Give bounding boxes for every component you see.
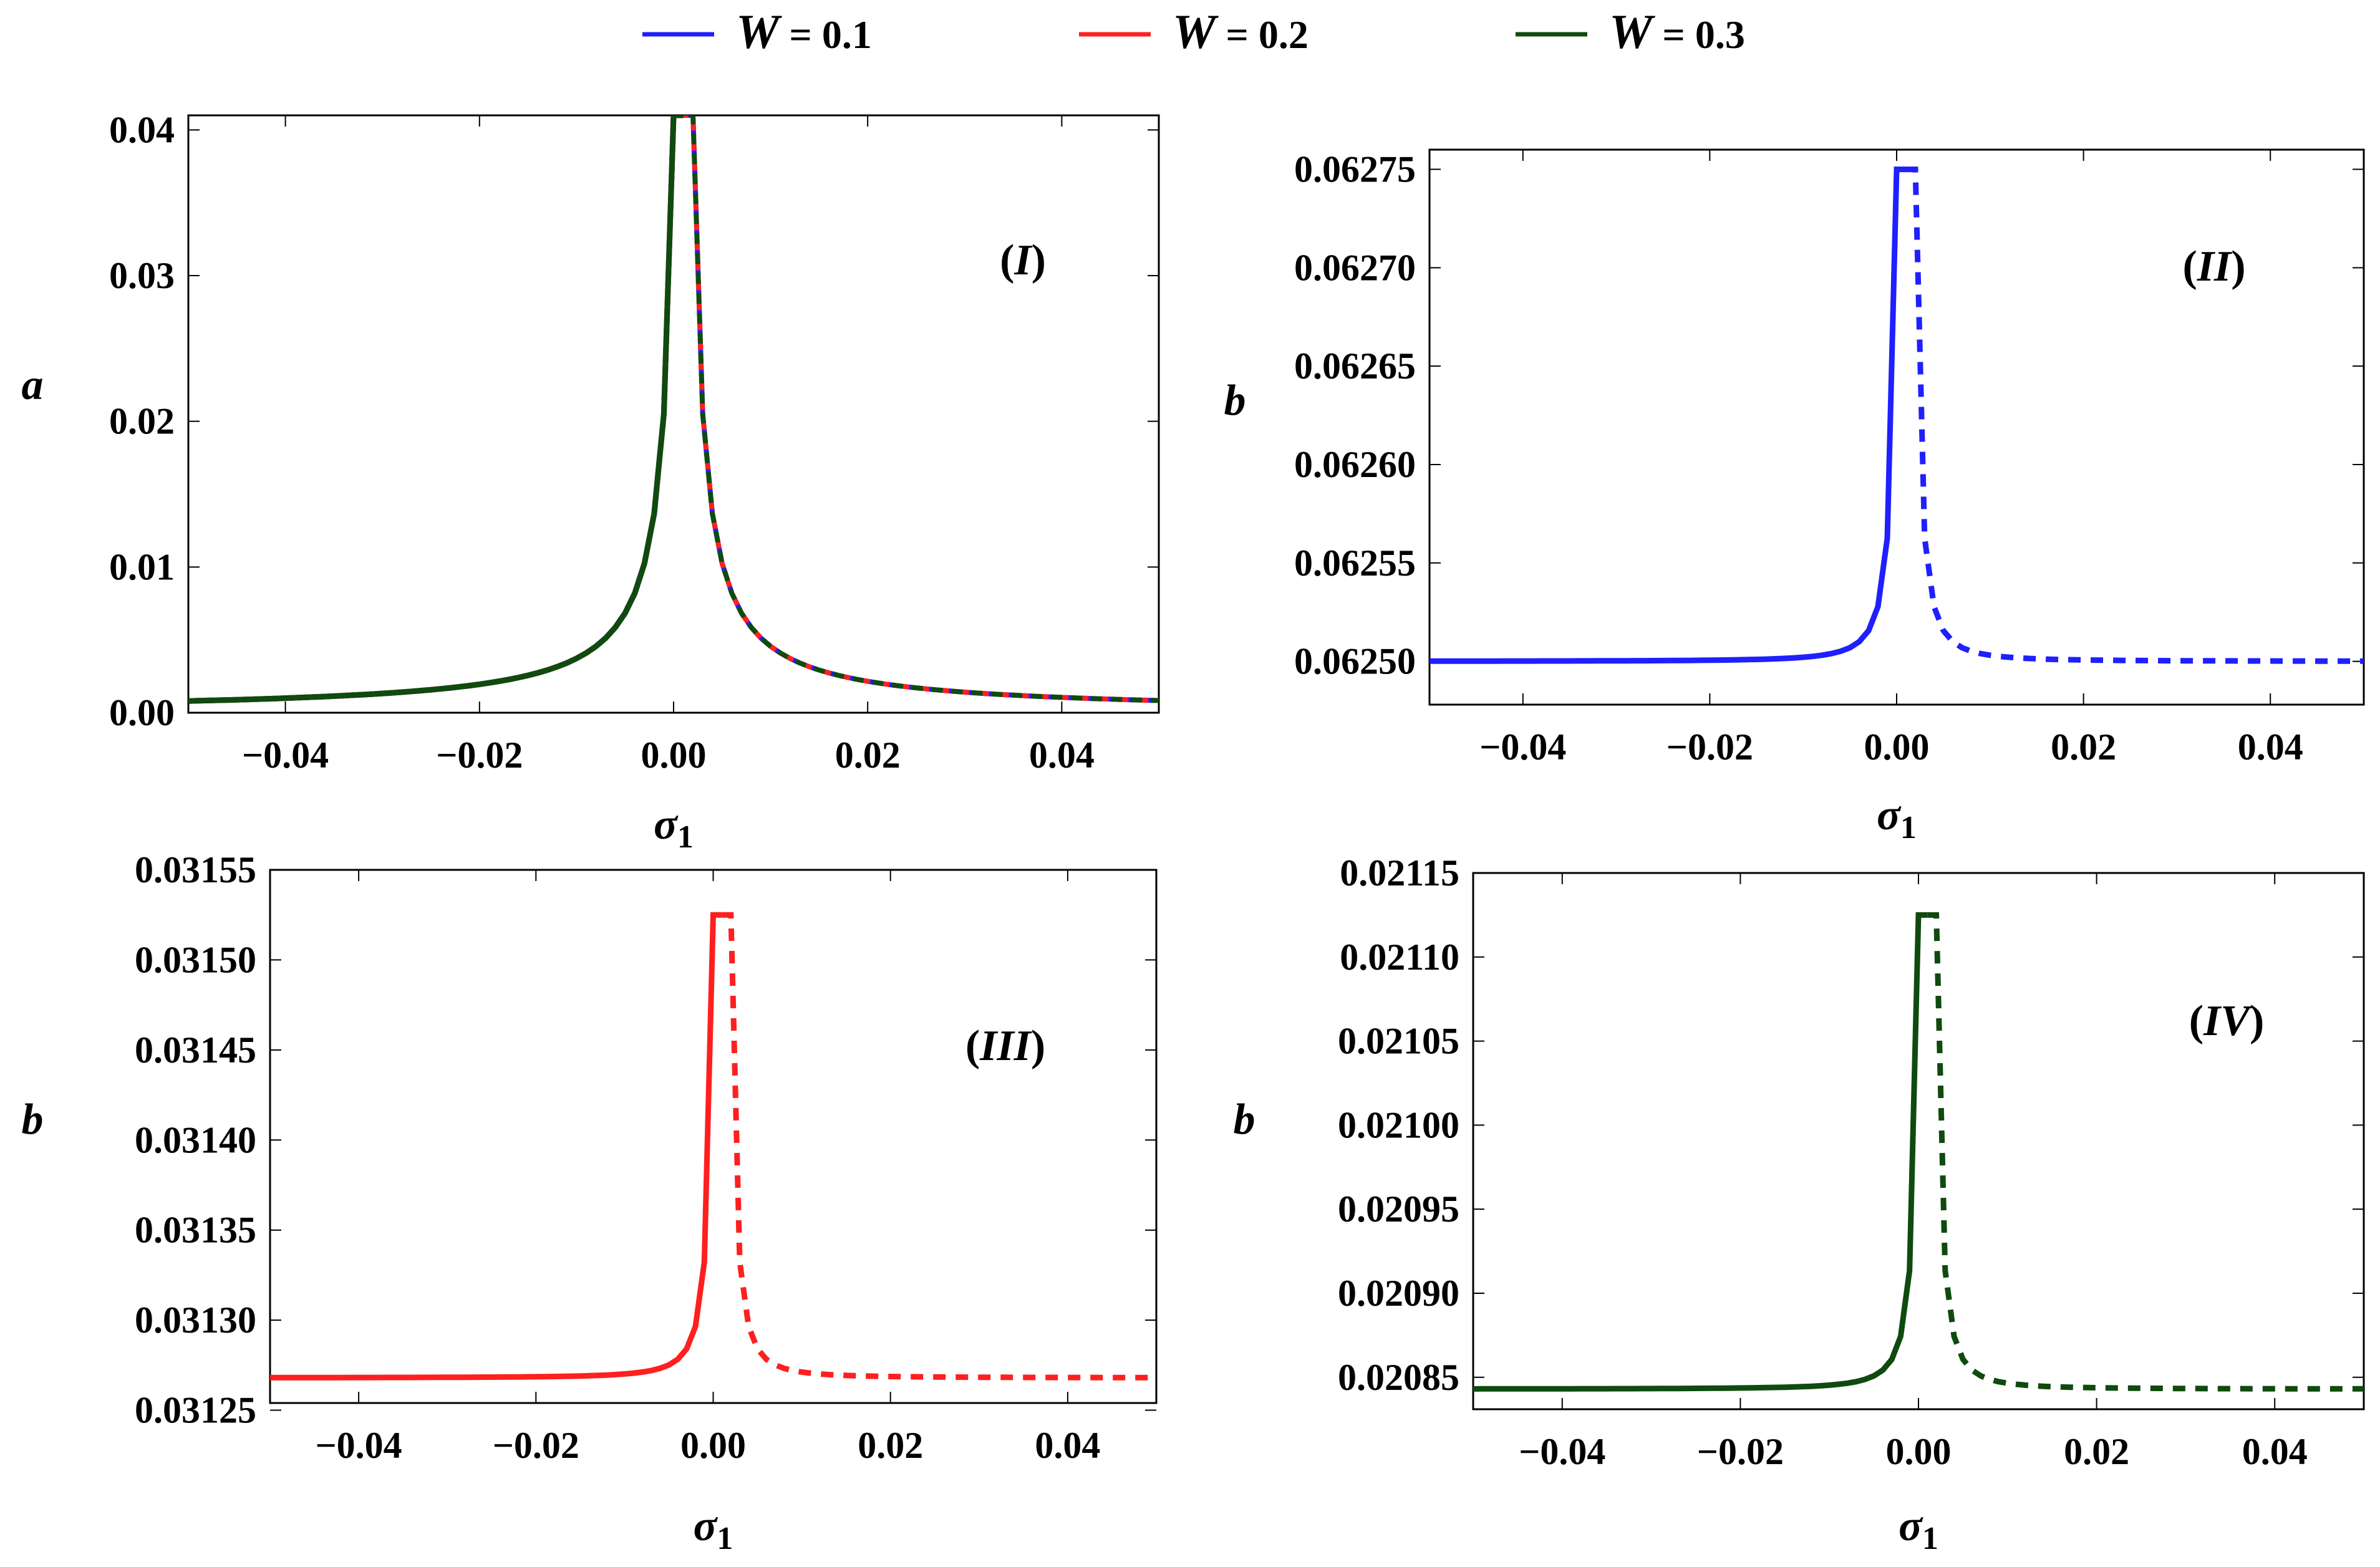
x-tick-label: −0.04 xyxy=(1479,726,1566,768)
curve-unstable-w3 xyxy=(683,115,1159,703)
x-tick-label: 0.04 xyxy=(1035,1425,1100,1466)
legend-label-2: W = 0.2 xyxy=(1173,4,1309,59)
curves xyxy=(1429,166,2364,664)
x-tick-label: 0.04 xyxy=(2242,1431,2308,1472)
x-axis-label: σ1 xyxy=(654,801,694,855)
y-tick-label: 0.03130 xyxy=(135,1299,256,1341)
y-tick-label: 0.06275 xyxy=(1294,149,1416,190)
y-tick-label: 0.02090 xyxy=(1338,1273,1459,1314)
y-tick-label: 0.02 xyxy=(109,401,175,442)
x-tick-label: −0.04 xyxy=(1519,1431,1605,1472)
x-tick-label: 0.02 xyxy=(835,735,901,776)
y-tick-label: 0.00 xyxy=(109,692,175,733)
y-tick-label: 0.06250 xyxy=(1294,641,1416,682)
panel-1: −0.04 −0.02 0.00 0.02 0.04 0.00 0.01 0.02 0.03 0.… xyxy=(22,109,1160,855)
y-tick-label: 0.02115 xyxy=(1340,852,1459,894)
panel-tag: (IV) xyxy=(2189,997,2265,1045)
y-tick-label: 0.06260 xyxy=(1294,444,1416,485)
curves xyxy=(270,912,1156,1381)
x-axis-label: σ1 xyxy=(1899,1502,1938,1556)
x-tick-label: 0.00 xyxy=(680,1425,746,1466)
x-tick-label: 0.02 xyxy=(858,1425,923,1466)
x-tick-label: −0.02 xyxy=(436,735,523,776)
panel-2: −0.04 −0.02 0.00 0.02 0.04 0.06250 0.06255 0.06… xyxy=(1224,148,2365,846)
y-tick-label: 0.03145 xyxy=(135,1029,256,1071)
y-tick-label: 0.04 xyxy=(109,109,175,150)
x-axis-label: σ1 xyxy=(694,1502,733,1556)
x-tick-label: 0.00 xyxy=(641,735,707,776)
x-tick-label: −0.02 xyxy=(1697,1431,1784,1472)
curves xyxy=(1473,912,2364,1392)
panel-3: −0.04 −0.02 0.00 0.02 0.04 0.03125 0.03130 0.03… xyxy=(22,849,1158,1556)
y-tick-label: 0.03150 xyxy=(135,939,256,980)
legend: W = 0.1 W = 0.2 W = 0.3 xyxy=(642,4,1745,59)
x-tick-label: 0.04 xyxy=(2238,726,2303,768)
y-tick-label: 0.02105 xyxy=(1338,1021,1459,1062)
x-tick-label: −0.02 xyxy=(493,1425,579,1466)
curve-stable-w3 xyxy=(188,115,684,704)
y-tick-label: 0.02095 xyxy=(1338,1189,1459,1230)
x-tick-label: 0.00 xyxy=(1864,726,1930,768)
y-axis-label: b xyxy=(22,1096,44,1144)
x-tick-label: 0.04 xyxy=(1029,735,1095,776)
panel-tag: (II) xyxy=(2182,243,2245,291)
curve-stable xyxy=(270,912,722,1381)
y-tick-label: 0.06265 xyxy=(1294,345,1416,387)
curves xyxy=(188,115,1159,704)
y-tick-label: 0.02085 xyxy=(1338,1357,1459,1398)
legend-label-1: W = 0.1 xyxy=(736,4,872,59)
x-tick-label: −0.04 xyxy=(242,735,329,776)
curve-stable xyxy=(1429,166,1906,664)
panel-tag: (III) xyxy=(965,1022,1045,1070)
curve-stable xyxy=(1473,912,1928,1392)
y-tick-label: 0.03 xyxy=(109,255,175,296)
y-tick-label: 0.01 xyxy=(109,546,175,587)
panel-tag: (I) xyxy=(1000,236,1046,284)
curve-unstable xyxy=(722,912,1156,1381)
x-axis-label: σ1 xyxy=(1877,791,1917,846)
y-axis-label: a xyxy=(22,361,44,409)
y-tick-label: 0.02110 xyxy=(1340,937,1459,978)
x-tick-label: 0.02 xyxy=(2051,726,2116,768)
panels: −0.04 −0.02 0.00 0.02 0.04 0.00 0.01 0.02 0.03 0.… xyxy=(22,109,2365,1556)
y-tick-label: 0.03155 xyxy=(135,849,256,890)
y-tick-label: 0.02100 xyxy=(1338,1104,1459,1145)
y-tick-label: 0.03135 xyxy=(135,1210,256,1251)
x-tick-label: −0.04 xyxy=(315,1425,402,1466)
y-tick-label: 0.06270 xyxy=(1294,247,1416,288)
x-tick-label: −0.02 xyxy=(1666,726,1753,768)
y-axis-label: b xyxy=(1234,1096,1255,1144)
curve-unstable xyxy=(1927,912,2364,1392)
y-tick-label: 0.06255 xyxy=(1294,542,1416,584)
y-axis-label: b xyxy=(1224,377,1246,425)
panel-4: −0.04 −0.02 0.00 0.02 0.04 0.02085 0.02090 0.02… xyxy=(1234,852,2365,1556)
x-tick-label: 0.02 xyxy=(2064,1431,2129,1472)
x-tick-label: 0.00 xyxy=(1886,1431,1952,1472)
y-tick-label: 0.03125 xyxy=(135,1390,256,1431)
curve-unstable xyxy=(1906,166,2364,664)
y-tick-label: 0.03140 xyxy=(135,1119,256,1160)
legend-label-3: W = 0.3 xyxy=(1609,4,1745,59)
